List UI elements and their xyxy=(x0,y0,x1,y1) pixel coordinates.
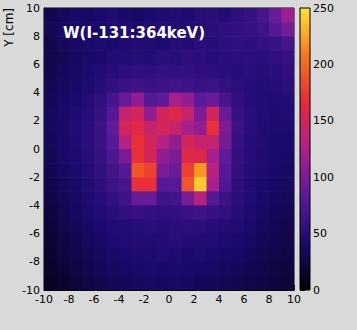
svg-text:0: 0 xyxy=(313,284,320,297)
svg-text:10: 10 xyxy=(26,2,40,15)
svg-text:W(I-131:364keV): W(I-131:364keV) xyxy=(63,24,205,42)
svg-text:100: 100 xyxy=(313,171,334,184)
svg-text:2: 2 xyxy=(33,114,40,127)
svg-text:-8: -8 xyxy=(64,293,75,306)
svg-text:150: 150 xyxy=(313,114,334,127)
svg-text:6: 6 xyxy=(241,293,248,306)
svg-text:50: 50 xyxy=(313,227,327,240)
svg-text:0: 0 xyxy=(33,143,40,156)
svg-text:-10: -10 xyxy=(22,283,40,297)
svg-text:-4: -4 xyxy=(29,199,40,212)
svg-text:8: 8 xyxy=(33,30,40,43)
svg-text:-6: -6 xyxy=(29,227,40,240)
svg-text:0: 0 xyxy=(166,293,173,306)
svg-text:-10: -10 xyxy=(35,293,53,306)
svg-text:Y [cm]: Y [cm] xyxy=(2,8,16,48)
svg-text:200: 200 xyxy=(313,58,334,71)
svg-text:-2: -2 xyxy=(29,171,40,184)
svg-text:4: 4 xyxy=(33,86,40,99)
svg-text:2: 2 xyxy=(191,293,198,306)
svg-text:250: 250 xyxy=(313,2,334,15)
svg-text:4: 4 xyxy=(216,293,223,306)
svg-text:8: 8 xyxy=(266,293,273,306)
svg-text:-4: -4 xyxy=(114,293,125,306)
svg-text:-2: -2 xyxy=(139,293,150,306)
svg-text:-6: -6 xyxy=(89,293,100,306)
svg-text:10: 10 xyxy=(287,293,301,306)
svg-text:-8: -8 xyxy=(29,255,40,268)
svg-text:6: 6 xyxy=(33,58,40,71)
